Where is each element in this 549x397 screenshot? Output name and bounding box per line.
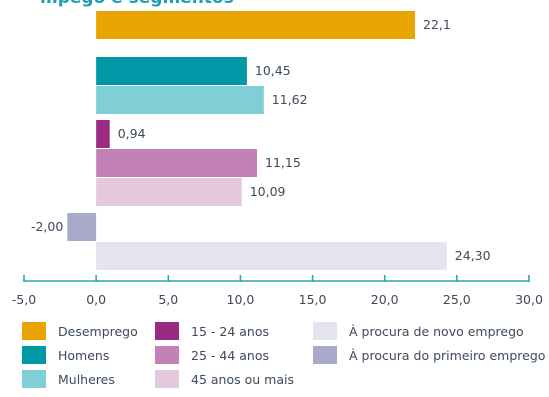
legend-swatch bbox=[22, 370, 46, 388]
bar-label-1: 22,1 bbox=[423, 17, 451, 32]
bar-label-5: 11,15 bbox=[265, 155, 301, 170]
legend-item-4: Homens bbox=[22, 346, 109, 364]
x-tick-label-3: 5,0 bbox=[158, 292, 178, 307]
bar-6 bbox=[96, 178, 242, 206]
legend-item-3: À procura de novo emprego bbox=[313, 322, 524, 340]
bar-5 bbox=[96, 149, 258, 177]
x-tick-label-6: 20,0 bbox=[371, 292, 399, 307]
x-tick-label-1: -5,0 bbox=[12, 292, 36, 307]
legend-label: 15 - 24 anos bbox=[191, 323, 269, 339]
legend-swatch bbox=[155, 322, 179, 340]
legend-item-1: Desemprego bbox=[22, 322, 138, 340]
legend-item-6: À procura do primeiro emprego bbox=[313, 346, 545, 364]
legend-label: Desemprego bbox=[58, 323, 138, 339]
legend-swatch bbox=[22, 346, 46, 364]
legend-item-8: 45 anos ou mais bbox=[155, 370, 294, 388]
bar-label-6: 10,09 bbox=[250, 184, 286, 199]
legend-label: 45 anos ou mais bbox=[191, 371, 294, 387]
legend-swatch bbox=[155, 370, 179, 388]
bar-label-8: 24,30 bbox=[455, 248, 491, 263]
bar-label-4: 0,94 bbox=[118, 126, 146, 141]
bar-3 bbox=[96, 86, 264, 114]
legend-swatch bbox=[313, 346, 337, 364]
bar-1 bbox=[96, 11, 416, 39]
bar-label-3: 11,62 bbox=[272, 92, 308, 107]
x-tick-label-2: 0,0 bbox=[86, 292, 106, 307]
x-tick-label-4: 10,0 bbox=[227, 292, 255, 307]
bar-4 bbox=[96, 120, 110, 148]
legend-label: 25 - 44 anos bbox=[191, 347, 269, 363]
legend-swatch bbox=[155, 346, 179, 364]
x-tick-label-5: 15,0 bbox=[299, 292, 327, 307]
x-tick-label-7: 25,0 bbox=[443, 292, 471, 307]
bars: 22,1 10,45 11,62 0,94 11,15 10,09 -2,00 24,30 bbox=[31, 11, 491, 270]
legend-label: À procura de novo emprego bbox=[349, 323, 524, 339]
legend-item-5: 25 - 44 anos bbox=[155, 346, 269, 364]
legend-item-7: Mulheres bbox=[22, 370, 115, 388]
legend-label: Mulheres bbox=[58, 371, 115, 387]
x-tick-label-8: 30,0 bbox=[515, 292, 543, 307]
bar-label-2: 10,45 bbox=[255, 63, 291, 78]
x-axis: -5,0 0,0 5,0 10,0 15,0 20,0 25,0 30,0 bbox=[12, 275, 543, 307]
bar-2 bbox=[96, 57, 247, 85]
legend-label: À procura do primeiro emprego bbox=[349, 347, 546, 363]
legend-swatch bbox=[22, 322, 46, 340]
bar-7 bbox=[67, 213, 97, 241]
legend-swatch bbox=[313, 322, 337, 340]
legend-label: Homens bbox=[58, 347, 110, 363]
legend-item-2: 15 - 24 anos bbox=[155, 322, 269, 340]
partial-title: mpego e segmentos bbox=[40, 0, 234, 8]
bar-label-7: -2,00 bbox=[31, 219, 63, 234]
bar-8 bbox=[96, 242, 447, 270]
